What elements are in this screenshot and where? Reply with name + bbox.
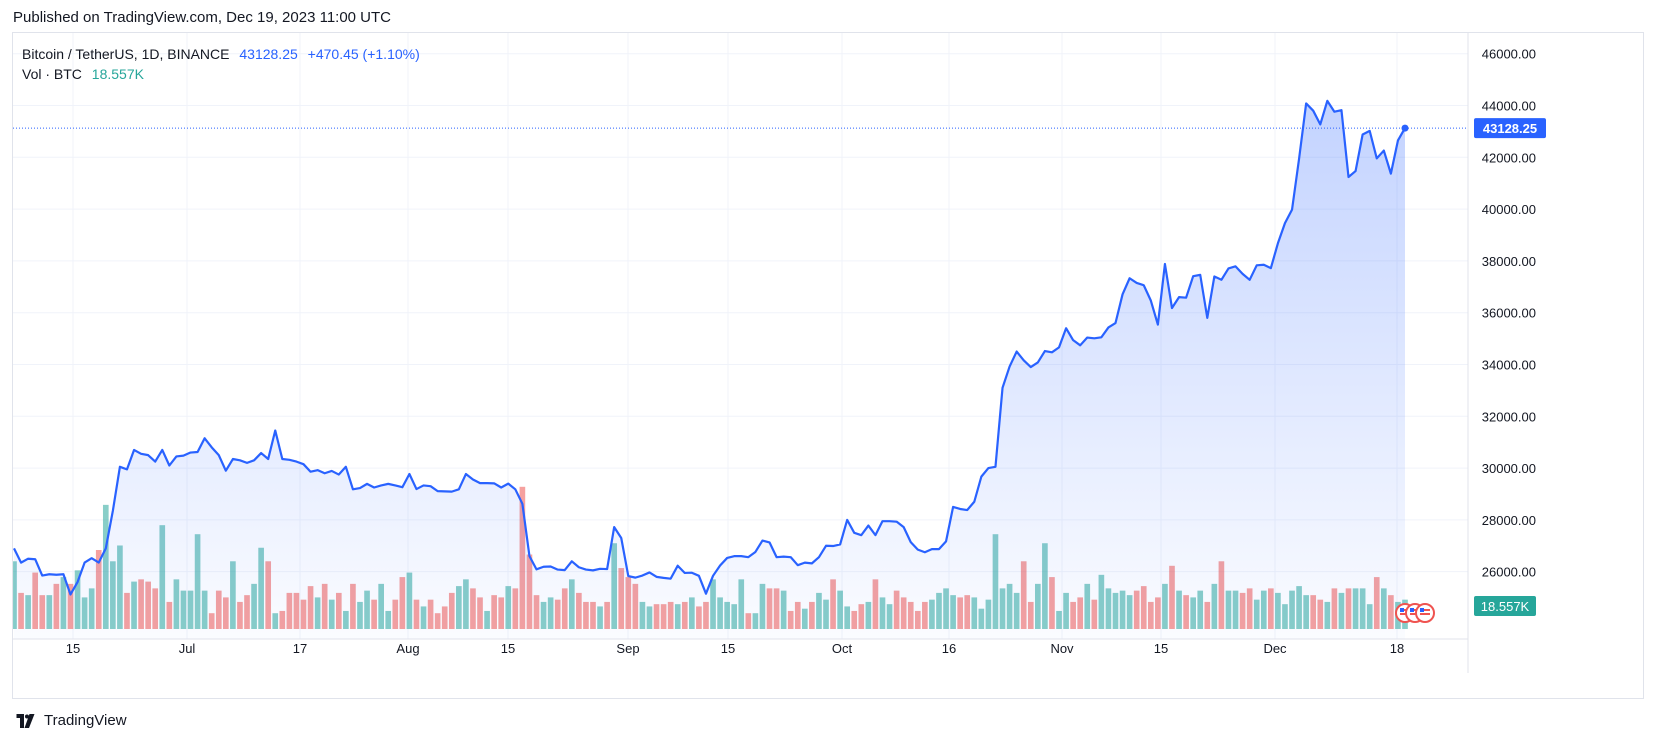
x-tick-label: Dec (1263, 641, 1287, 656)
footer-brand[interactable]: TradingView (44, 712, 127, 729)
y-tick-label: 40000.00 (1482, 202, 1536, 217)
x-tick-label: Nov (1050, 641, 1074, 656)
x-tick-label: 16 (942, 641, 956, 656)
volume-value: 18.557K (91, 66, 144, 82)
x-tick-label: 15 (1154, 641, 1168, 656)
price-area (13, 99, 1468, 640)
volume-badge-label: 18.557K (1481, 599, 1530, 614)
x-tick-label: Oct (832, 641, 853, 656)
flag-canton (1420, 608, 1424, 612)
y-tick-label: 38000.00 (1482, 254, 1536, 269)
published-caption: Published on TradingView.com, Dec 19, 20… (13, 9, 392, 26)
flag-stripe (1420, 609, 1430, 611)
last-price-badge-label: 43128.25 (1483, 121, 1537, 136)
flag-stripe (1400, 613, 1410, 615)
x-tick-label: 18 (1390, 641, 1404, 656)
x-tick-label: Sep (616, 641, 639, 656)
last-price-badge (1474, 118, 1546, 139)
last-price-dot (1401, 124, 1409, 132)
legend: Bitcoin / TetherUS, 1D, BINANCE 43128.25… (22, 44, 426, 84)
y-tick-label: 26000.00 (1482, 565, 1536, 580)
volume-badge (1474, 596, 1536, 616)
price-change: +470.45 (+1.10%) (307, 46, 420, 62)
price-area-fill (14, 100, 1405, 640)
chart-frame[interactable]: 46000.00 44000.00 42000.00 40000.00 38000.00… (12, 32, 1644, 699)
y-tick-label: 36000.00 (1482, 306, 1536, 321)
legend-volume-row: Vol · BTC 18.557K (22, 64, 426, 84)
flag-stripe (1410, 609, 1420, 611)
x-tick-label: 15 (721, 641, 735, 656)
footer: TradingView (13, 712, 127, 729)
tradingview-logo-icon[interactable] (13, 713, 38, 728)
y-tick-label: 44000.00 (1482, 99, 1536, 114)
last-price: 43128.25 (239, 46, 298, 62)
y-tick-label: 46000.00 (1482, 47, 1536, 62)
price-chart[interactable]: 46000.00 44000.00 42000.00 40000.00 38000.00… (13, 33, 1643, 698)
flag-canton (1410, 608, 1414, 612)
y-tick-label: 34000.00 (1482, 357, 1536, 372)
axes: 46000.00 44000.00 42000.00 40000.00 38000.00… (13, 33, 1546, 673)
y-tick-label: 32000.00 (1482, 409, 1536, 424)
x-tick-label: 17 (293, 641, 307, 656)
y-tick-label: 30000.00 (1482, 461, 1536, 476)
flag-stripe (1400, 609, 1410, 611)
x-tick-label: 15 (66, 641, 80, 656)
flag-stripe (1420, 613, 1430, 615)
flag-stripe (1410, 613, 1420, 615)
symbol-label[interactable]: Bitcoin / TetherUS, 1D, BINANCE (22, 46, 230, 62)
x-tick-label: Aug (396, 641, 419, 656)
y-tick-label: 42000.00 (1482, 150, 1536, 165)
price-line (13, 99, 1406, 596)
flag-canton (1400, 608, 1404, 612)
y-tick-label: 28000.00 (1482, 513, 1536, 528)
legend-symbol-row: Bitcoin / TetherUS, 1D, BINANCE 43128.25… (22, 44, 426, 64)
x-tick-label: Jul (179, 641, 196, 656)
x-tick-label: 15 (501, 641, 515, 656)
volume-label[interactable]: Vol · BTC (22, 66, 82, 82)
